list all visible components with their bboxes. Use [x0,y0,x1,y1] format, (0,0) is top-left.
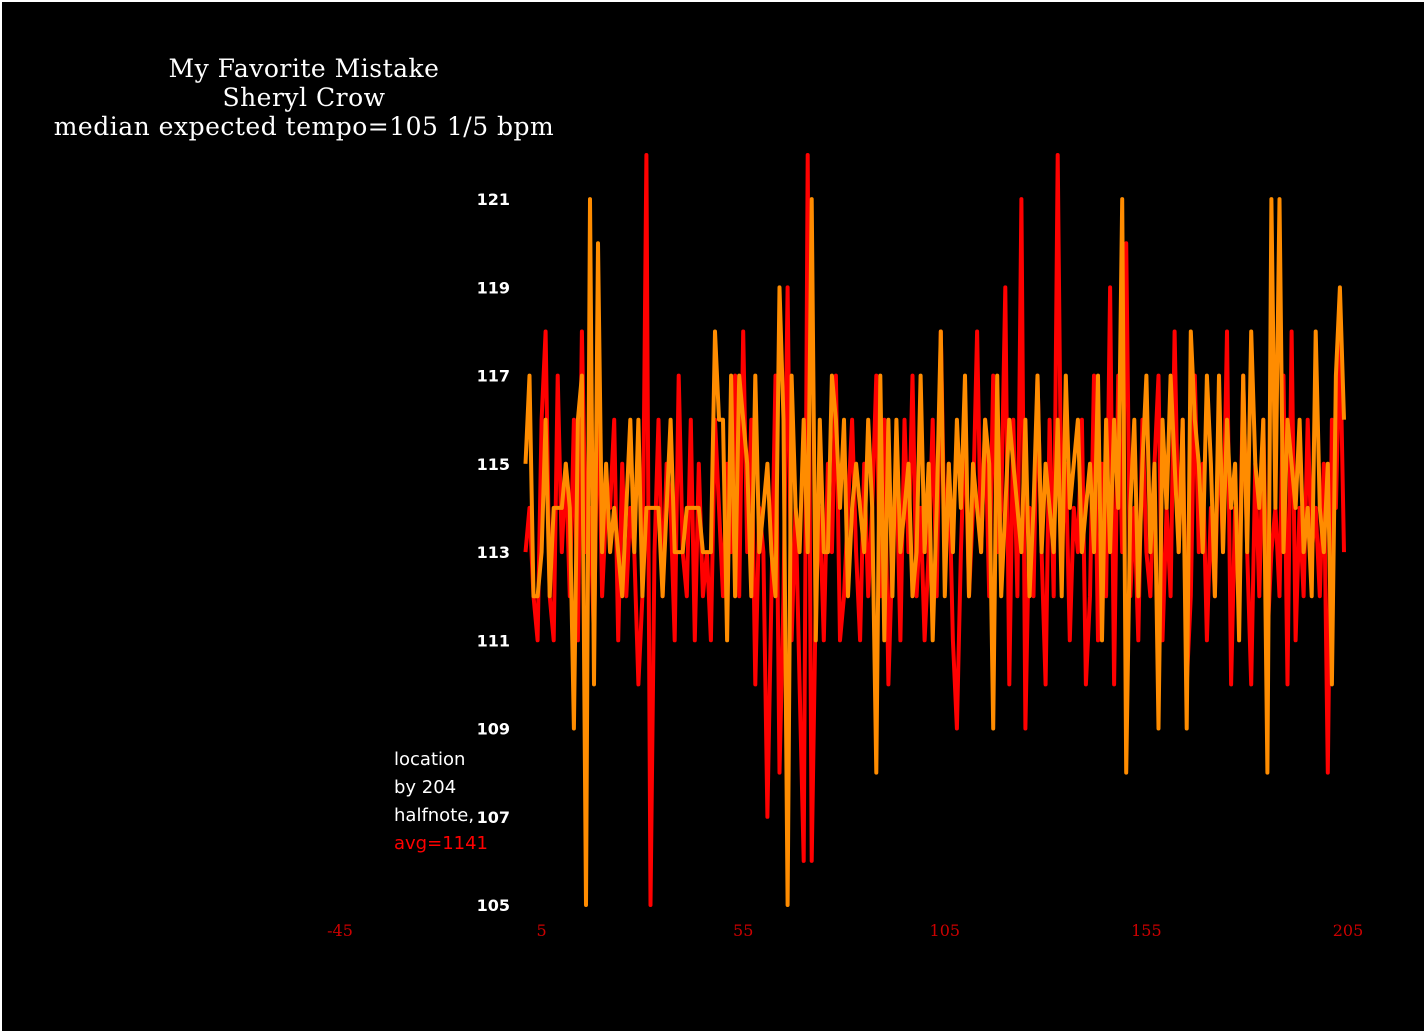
y-tick-label: 119 [477,278,510,297]
y-tick-label: 121 [477,190,510,209]
annotation-line-1: location [394,749,466,770]
x-tick-labels: -45 5 55 105 155 205 [327,921,1363,940]
x-tick-label: 205 [1333,921,1364,940]
y-tick-labels: 105 107 109 111 113 115 117 119 121 [477,190,510,915]
chart-title-line-2: Sheryl Crow [222,83,386,112]
x-tick-label: -45 [327,921,353,940]
chart-title-line-3: median expected tempo=105 1/5 bpm [53,112,555,141]
x-tick-label: 155 [1131,921,1162,940]
y-tick-label: 115 [477,455,510,474]
y-tick-label: 105 [477,896,510,915]
annotation-average: avg=1141 [394,833,488,854]
y-tick-label: 113 [477,543,510,562]
annotation-line-3: halfnote, [394,805,475,826]
chart-title-line-1: My Favorite Mistake [168,54,440,83]
y-tick-label: 109 [477,720,510,739]
x-tick-label: 105 [930,921,961,940]
x-tick-label: 5 [537,921,547,940]
y-tick-label: 111 [477,631,510,650]
x-tick-label: 55 [733,921,753,940]
series-layer [523,153,1346,907]
annotation-line-2: by 204 [394,777,457,798]
y-tick-label: 117 [477,367,510,386]
y-tick-label: 107 [477,808,510,827]
series-line-2 [523,197,1346,907]
